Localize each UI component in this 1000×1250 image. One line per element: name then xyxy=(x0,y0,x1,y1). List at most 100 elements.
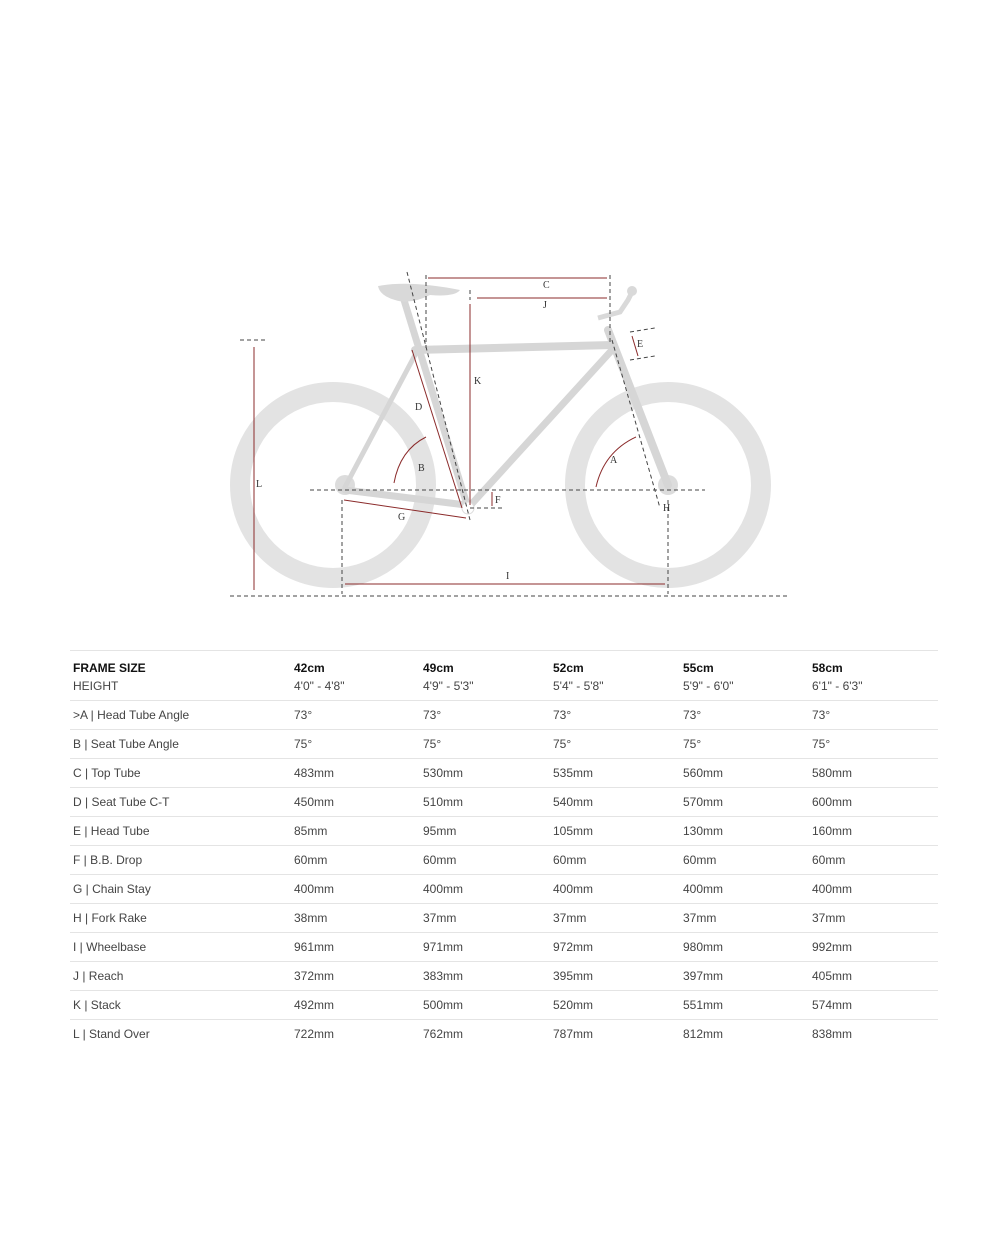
row-value: 500mm xyxy=(420,990,550,1020)
row-value: 75° xyxy=(550,729,680,759)
height-value: 5'9" - 6'0" xyxy=(683,679,734,693)
table-row: >A | Head Tube Angle 73° 73° 73° 73° 73° xyxy=(70,700,938,730)
row-value: 520mm xyxy=(550,990,680,1020)
chain-stay xyxy=(341,486,470,509)
row-value: 37mm xyxy=(809,903,938,933)
row-value: 838mm xyxy=(809,1019,938,1048)
table-row: J | Reach 372mm 383mm 395mm 397mm 405mm xyxy=(70,961,938,991)
frame-size-label: FRAME SIZE xyxy=(70,650,291,679)
seat-tube xyxy=(400,296,472,512)
height-value: 6'1" - 6'3" xyxy=(812,679,863,693)
row-value: 450mm xyxy=(291,787,420,817)
seat-stay xyxy=(342,352,418,490)
label-b: B xyxy=(418,463,425,474)
table-row: K | Stack 492mm 500mm 520mm 551mm 574mm xyxy=(70,990,938,1020)
row-value: 105mm xyxy=(550,816,680,846)
row-value: 722mm xyxy=(291,1019,420,1048)
label-f: F xyxy=(495,495,501,506)
row-value: 95mm xyxy=(420,816,550,846)
row-value: 38mm xyxy=(291,903,420,933)
table-row: E | Head Tube 85mm 95mm 105mm 130mm 160mm xyxy=(70,816,938,846)
height-label: HEIGHT xyxy=(73,679,119,693)
row-value: 37mm xyxy=(420,903,550,933)
row-value: 405mm xyxy=(809,961,938,991)
row-value: 510mm xyxy=(420,787,550,817)
height-row: HEIGHT 4'0" - 4'8" 4'9" - 5'3" 5'4" - 5'… xyxy=(70,679,938,701)
row-value: 397mm xyxy=(680,961,809,991)
label-h: H xyxy=(663,503,670,514)
row-value: 73° xyxy=(550,700,680,730)
row-value: 400mm xyxy=(809,874,938,904)
row-label: D | Seat Tube C-T xyxy=(70,787,291,817)
row-value: 73° xyxy=(420,700,550,730)
row-value: 600mm xyxy=(809,787,938,817)
row-value: 530mm xyxy=(420,758,550,788)
table-row: G | Chain Stay 400mm 400mm 400mm 400mm 400mm xyxy=(70,874,938,904)
bike-silhouette xyxy=(230,283,771,588)
row-label: E | Head Tube xyxy=(70,816,291,846)
row-value: 85mm xyxy=(291,816,420,846)
geometry-table: FRAME SIZE 42cm 49cm 52cm 55cm 58cm HEIG… xyxy=(70,650,938,1048)
dimension-lines xyxy=(253,277,665,590)
size-52: 52cm xyxy=(550,650,680,679)
height-value: 4'9" - 5'3" xyxy=(423,679,474,693)
row-value: 762mm xyxy=(420,1019,550,1048)
row-value: 812mm xyxy=(680,1019,809,1048)
row-value: 75° xyxy=(291,729,420,759)
row-label: H | Fork Rake xyxy=(70,903,291,933)
row-value: 383mm xyxy=(420,961,550,991)
row-value: 560mm xyxy=(680,758,809,788)
row-value: 60mm xyxy=(680,845,809,875)
guide-lines xyxy=(230,271,790,597)
row-label: F | B.B. Drop xyxy=(70,845,291,875)
row-label: G | Chain Stay xyxy=(70,874,291,904)
head-tube-fork xyxy=(604,326,672,489)
dimension-labels: A B C D E F G H I J K L xyxy=(256,280,670,582)
row-value: 73° xyxy=(809,700,938,730)
label-j: J xyxy=(543,300,547,311)
row-value: 400mm xyxy=(291,874,420,904)
size-49: 49cm xyxy=(420,650,550,679)
row-label: K | Stack xyxy=(70,990,291,1020)
row-value: 37mm xyxy=(680,903,809,933)
stem-handlebar xyxy=(597,290,635,321)
handlebar-end xyxy=(627,286,637,296)
row-value: 980mm xyxy=(680,932,809,962)
row-label: B | Seat Tube Angle xyxy=(70,729,291,759)
bike-geometry-diagram: A B C D E F G H I J K L xyxy=(230,271,790,597)
row-label: >A | Head Tube Angle xyxy=(70,700,291,730)
size-55: 55cm xyxy=(680,650,809,679)
row-label: C | Top Tube xyxy=(70,758,291,788)
row-value: 971mm xyxy=(420,932,550,962)
row-label: I | Wheelbase xyxy=(70,932,291,962)
row-value: 483mm xyxy=(291,758,420,788)
row-value: 73° xyxy=(291,700,420,730)
height-value: 5'4" - 5'8" xyxy=(553,679,604,693)
row-value: 73° xyxy=(680,700,809,730)
height-value: 4'0" - 4'8" xyxy=(294,679,345,693)
size-58: 58cm xyxy=(809,650,938,679)
row-value: 37mm xyxy=(550,903,680,933)
row-value: 570mm xyxy=(680,787,809,817)
label-i: I xyxy=(506,571,509,582)
label-e: E xyxy=(637,339,643,350)
label-g: G xyxy=(398,512,405,523)
row-label: L | Stand Over xyxy=(70,1019,291,1048)
row-value: 60mm xyxy=(291,845,420,875)
row-value: 961mm xyxy=(291,932,420,962)
row-value: 372mm xyxy=(291,961,420,991)
row-value: 580mm xyxy=(809,758,938,788)
row-value: 75° xyxy=(809,729,938,759)
row-value: 551mm xyxy=(680,990,809,1020)
row-value: 395mm xyxy=(550,961,680,991)
label-l: L xyxy=(256,479,262,490)
row-value: 400mm xyxy=(680,874,809,904)
row-value: 492mm xyxy=(291,990,420,1020)
row-value: 60mm xyxy=(420,845,550,875)
row-value: 400mm xyxy=(550,874,680,904)
rear-wheel xyxy=(230,382,436,588)
frame-size-row: FRAME SIZE 42cm 49cm 52cm 55cm 58cm xyxy=(70,650,938,679)
table-row: H | Fork Rake 38mm 37mm 37mm 37mm 37mm xyxy=(70,903,938,933)
row-value: 787mm xyxy=(550,1019,680,1048)
row-value: 540mm xyxy=(550,787,680,817)
